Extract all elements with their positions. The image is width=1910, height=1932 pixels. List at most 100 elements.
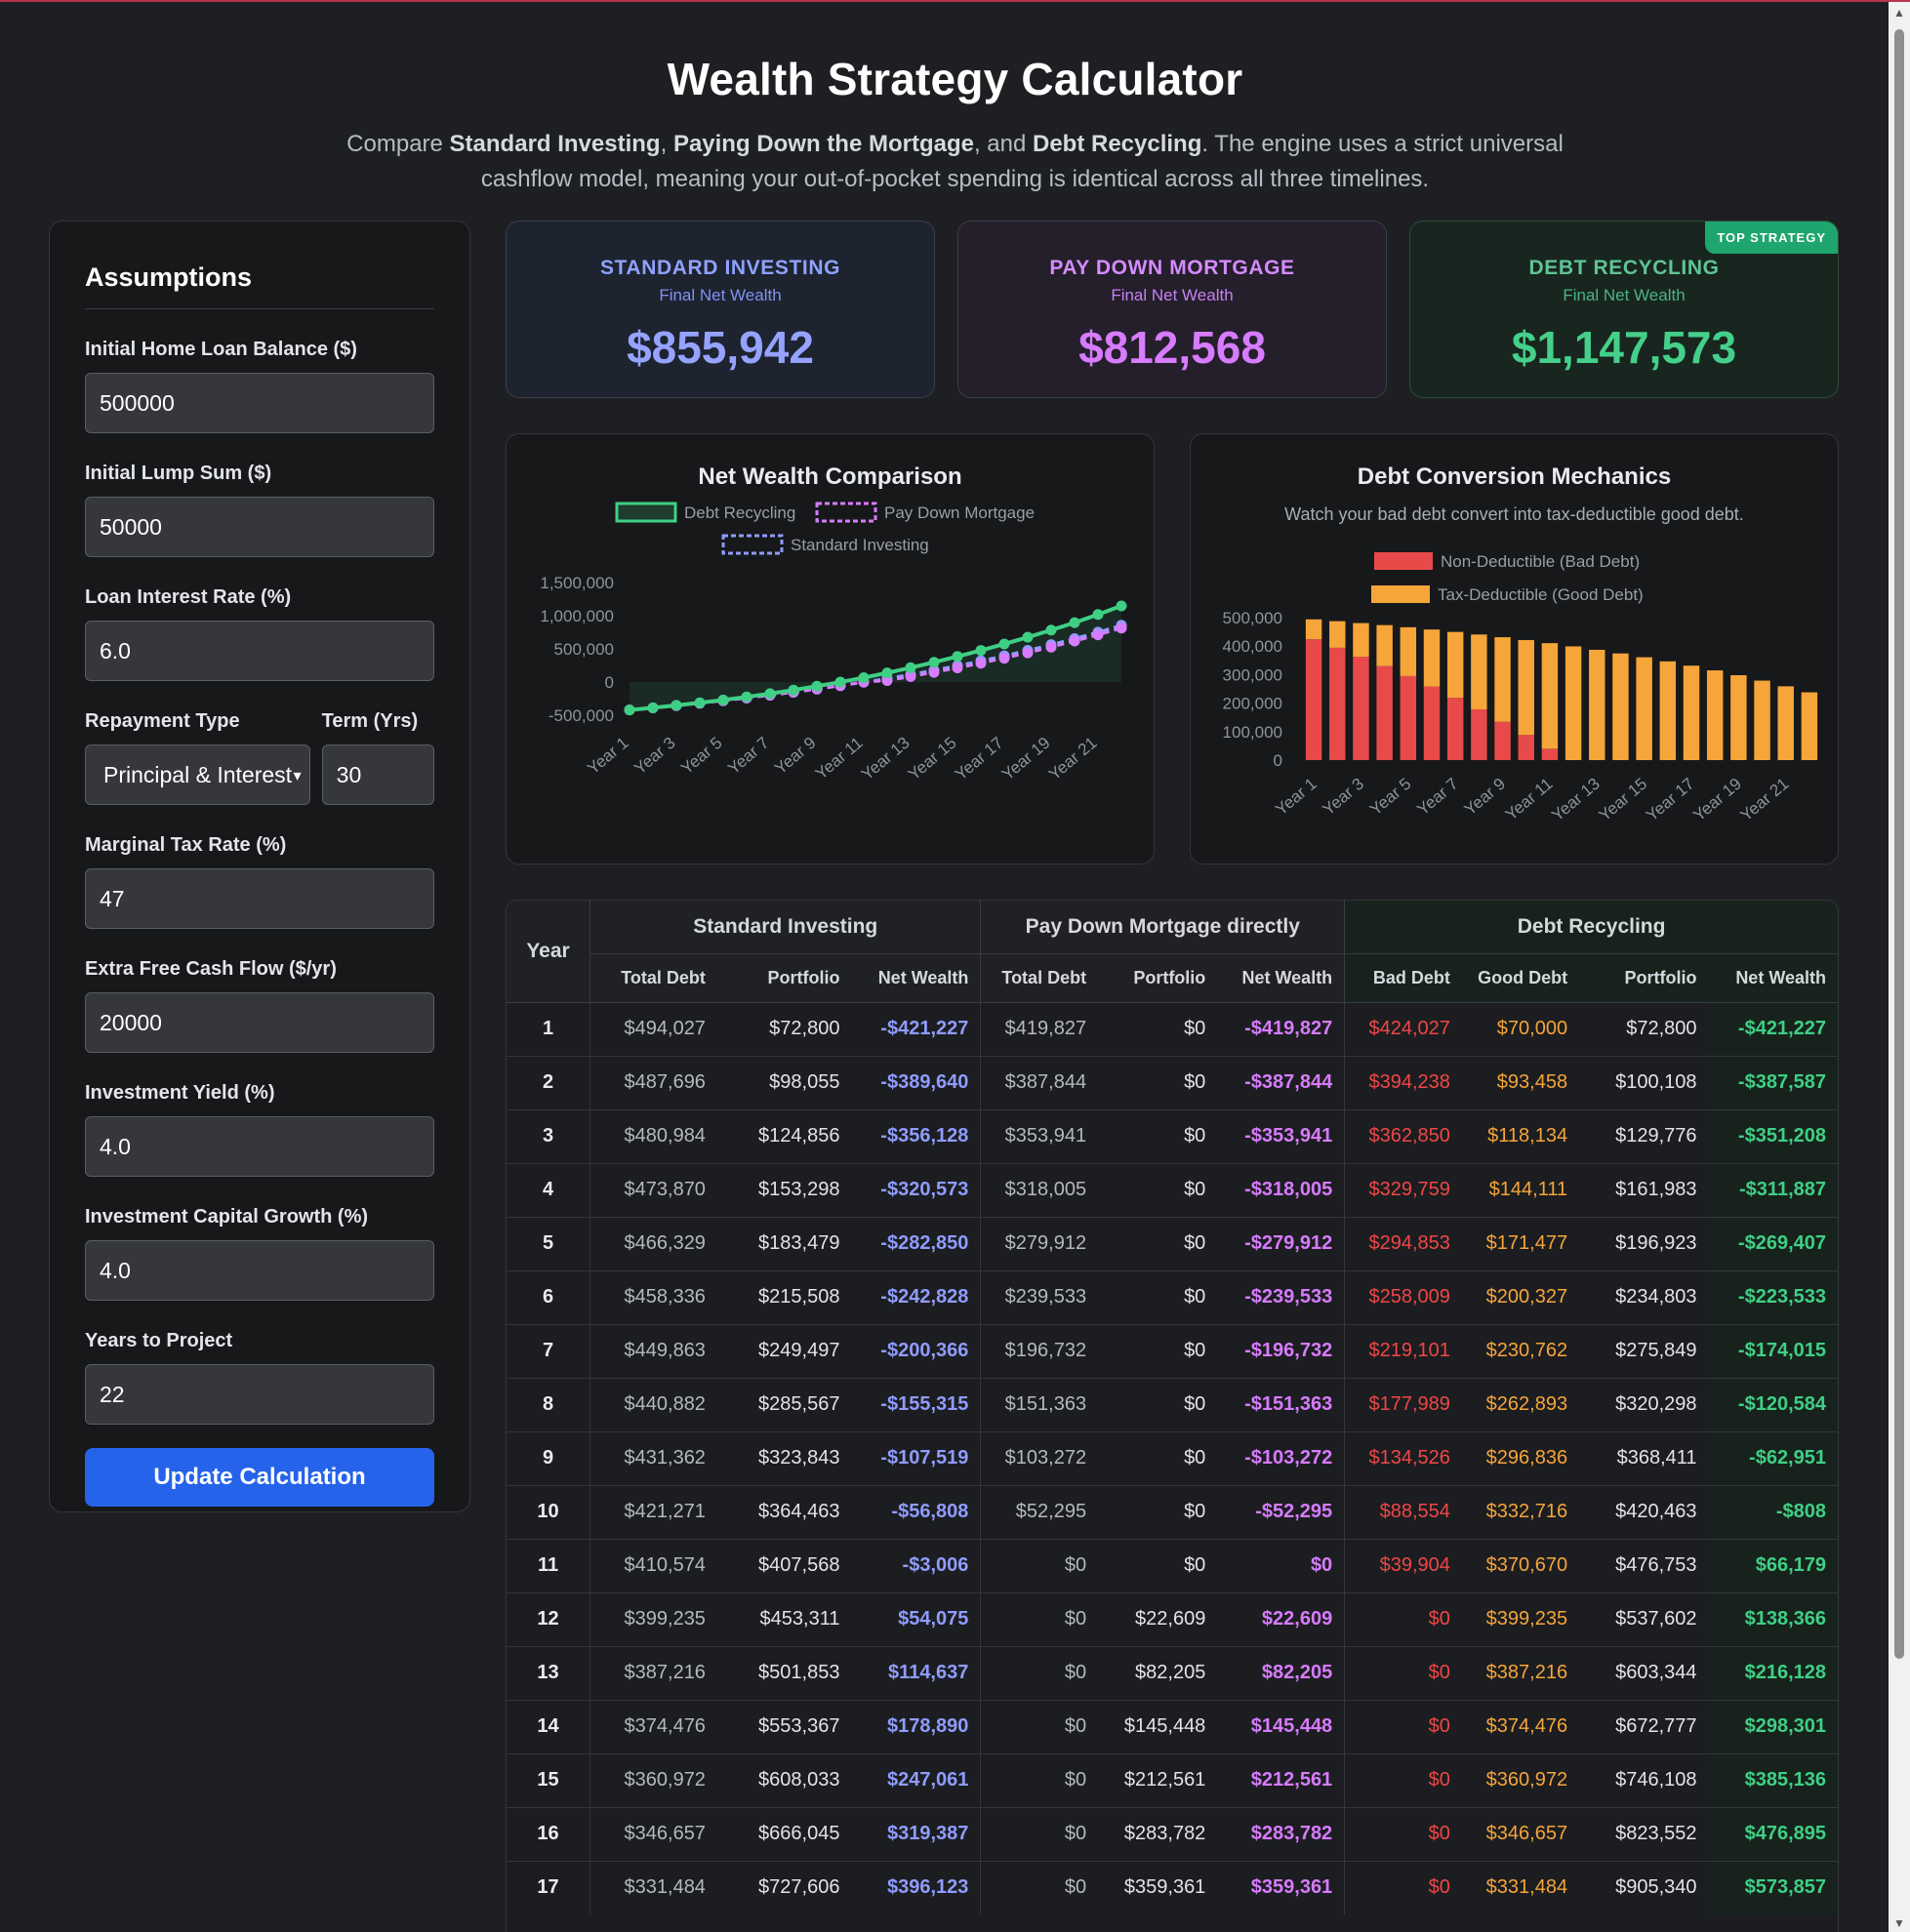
table-cell: $178,890 (851, 1699, 982, 1753)
assumptions-panel: Assumptions Initial Home Loan Balance ($… (49, 221, 470, 1512)
cash-flow-input[interactable]: 20000 (85, 992, 434, 1053)
scroll-up-icon[interactable]: ▲ (1893, 6, 1905, 20)
table-cell: $420,463 (1579, 1484, 1709, 1539)
term-input[interactable]: 30 (321, 745, 434, 805)
table-cell: $247,061 (851, 1752, 982, 1807)
table-cell: 16 (507, 1806, 591, 1861)
page-scrollbar[interactable]: ▲ ▼ (1889, 2, 1910, 1932)
table-cell: $196,732 (980, 1323, 1099, 1378)
page-description: Compare Standard Investing, Paying Down … (346, 131, 1564, 192)
scroll-down-icon[interactable]: ▼ (1893, 1916, 1905, 1930)
table-cell: $320,298 (1579, 1377, 1709, 1431)
table-cell: $0 (1098, 1269, 1218, 1324)
table-cell: $603,344 (1579, 1645, 1709, 1700)
table-cell: -$103,272 (1217, 1430, 1346, 1485)
table-cell: -$107,519 (851, 1430, 982, 1485)
loan-balance-input[interactable]: 500000 (85, 373, 434, 433)
table-cell: 13 (507, 1645, 591, 1700)
table-cell: $353,941 (980, 1108, 1099, 1163)
results-table: Year Standard Investing Pay Down Mortgag… (507, 901, 1838, 1914)
x-tick-label: Year 9 (771, 734, 819, 779)
interest-rate-input[interactable]: 6.0 (85, 621, 434, 681)
legend-label: Pay Down Mortgage (884, 503, 1035, 522)
data-point (998, 653, 1010, 664)
data-point (928, 666, 940, 678)
bar-good-debt (1706, 670, 1724, 760)
column-header: Good Debt (1461, 953, 1580, 1003)
lump-sum-input[interactable]: 50000 (85, 497, 434, 557)
table-cell: 4 (507, 1162, 591, 1217)
table-cell: $466,329 (589, 1216, 717, 1270)
table-cell: $138,366 (1708, 1591, 1838, 1646)
scrollbar-thumb[interactable] (1894, 29, 1904, 1659)
table-cell: $124,856 (716, 1108, 852, 1163)
table-cell: $118,134 (1461, 1108, 1580, 1163)
table-row: 5 $466,329 $183,479 -$282,850 $279,912 $0 -$27… (507, 1216, 1838, 1270)
table-cell: $212,561 (1098, 1752, 1218, 1807)
table-cell: $329,759 (1344, 1162, 1462, 1217)
table-cell: $476,895 (1708, 1806, 1838, 1861)
table-cell: $151,363 (980, 1377, 1099, 1431)
growth-label: Investment Capital Growth (%) (85, 1206, 369, 1228)
table-cell: $453,311 (716, 1591, 852, 1646)
lump-field-group: Initial Lump Sum ($) 50000 (85, 463, 434, 557)
table-row: 12 $399,235 $453,311 $54,075 $0 $22,609 $22,60… (507, 1591, 1838, 1646)
table-cell: 10 (507, 1484, 591, 1539)
table-cell: $98,055 (716, 1055, 852, 1109)
table-cell: $134,526 (1344, 1430, 1462, 1485)
table-cell: $100,108 (1579, 1055, 1709, 1109)
table-cell: -$155,315 (851, 1377, 982, 1431)
table-cell: $323,843 (716, 1430, 852, 1485)
table-cell: $553,367 (716, 1699, 852, 1753)
table-cell: $161,983 (1579, 1162, 1709, 1217)
table-cell: $129,776 (1579, 1108, 1709, 1163)
bar-bad-debt (1329, 647, 1346, 760)
table-cell: $385,136 (1708, 1752, 1838, 1807)
table-row: 4 $473,870 $153,298 -$320,573 $318,005 $0 -$31… (507, 1162, 1838, 1217)
table-row: 7 $449,863 $249,497 -$200,366 $196,732 $0 -$19… (507, 1323, 1838, 1378)
data-point (1045, 624, 1057, 636)
table-cell: $52,295 (980, 1484, 1099, 1539)
table-cell: $239,533 (980, 1269, 1099, 1324)
table-cell: -$62,951 (1708, 1430, 1838, 1485)
table-cell: $440,882 (589, 1377, 717, 1431)
table-cell: $296,836 (1461, 1430, 1580, 1485)
repayment-type-select[interactable]: Principal & Interest ▾ (85, 745, 310, 805)
data-point (952, 651, 963, 663)
legend-swatch (815, 502, 877, 523)
data-point (694, 697, 706, 708)
table-row: 9 $431,362 $323,843 -$107,519 $103,272 $0 -$10… (507, 1430, 1838, 1485)
chart-title: Debt Conversion Mechanics (1357, 463, 1672, 490)
term-label: Term (Yrs) (321, 710, 419, 732)
table-cell: $364,463 (716, 1484, 852, 1539)
table-cell: $0 (1098, 1216, 1218, 1270)
y-tick-label: -500,000 (549, 706, 614, 725)
y-tick-label: 1,500,000 (540, 574, 614, 592)
investment-yield-input[interactable]: 4.0 (85, 1116, 434, 1177)
table-row: 13 $387,216 $501,853 $114,637 $0 $82,205 $82,2… (507, 1645, 1838, 1700)
x-tick-label: Year 11 (1502, 775, 1557, 825)
years-input[interactable]: 22 (85, 1364, 434, 1425)
bar-good-debt (1730, 674, 1747, 760)
legend-label: Debt Recycling (684, 503, 795, 522)
tax-rate-input[interactable]: 47 (85, 868, 434, 929)
table-cell: 3 (507, 1108, 591, 1163)
area-fill (630, 605, 1121, 710)
table-cell: $144,111 (1461, 1162, 1580, 1217)
table-cell: -$320,573 (851, 1162, 982, 1217)
data-point (624, 704, 635, 716)
column-header: Net Wealth (1217, 953, 1346, 1003)
table-cell: $458,336 (589, 1269, 717, 1324)
data-point (1092, 609, 1104, 621)
group-header-paydown: Pay Down Mortgage directly (980, 901, 1346, 954)
column-header: Net Wealth (1708, 953, 1838, 1003)
data-point (764, 688, 776, 700)
capital-growth-input[interactable]: 4.0 (85, 1240, 434, 1301)
table-cell: -$223,533 (1708, 1269, 1838, 1324)
data-point (1116, 600, 1127, 612)
table-row: 11 $410,574 $407,568 -$3,006 $0 $0 $0 $39,904 $3… (507, 1538, 1838, 1592)
yield-label: Investment Yield (%) (85, 1082, 275, 1104)
x-tick-label: Year 11 (812, 734, 867, 784)
table-cell: $230,762 (1461, 1323, 1580, 1378)
update-calculation-button[interactable]: Update Calculation (85, 1448, 434, 1507)
